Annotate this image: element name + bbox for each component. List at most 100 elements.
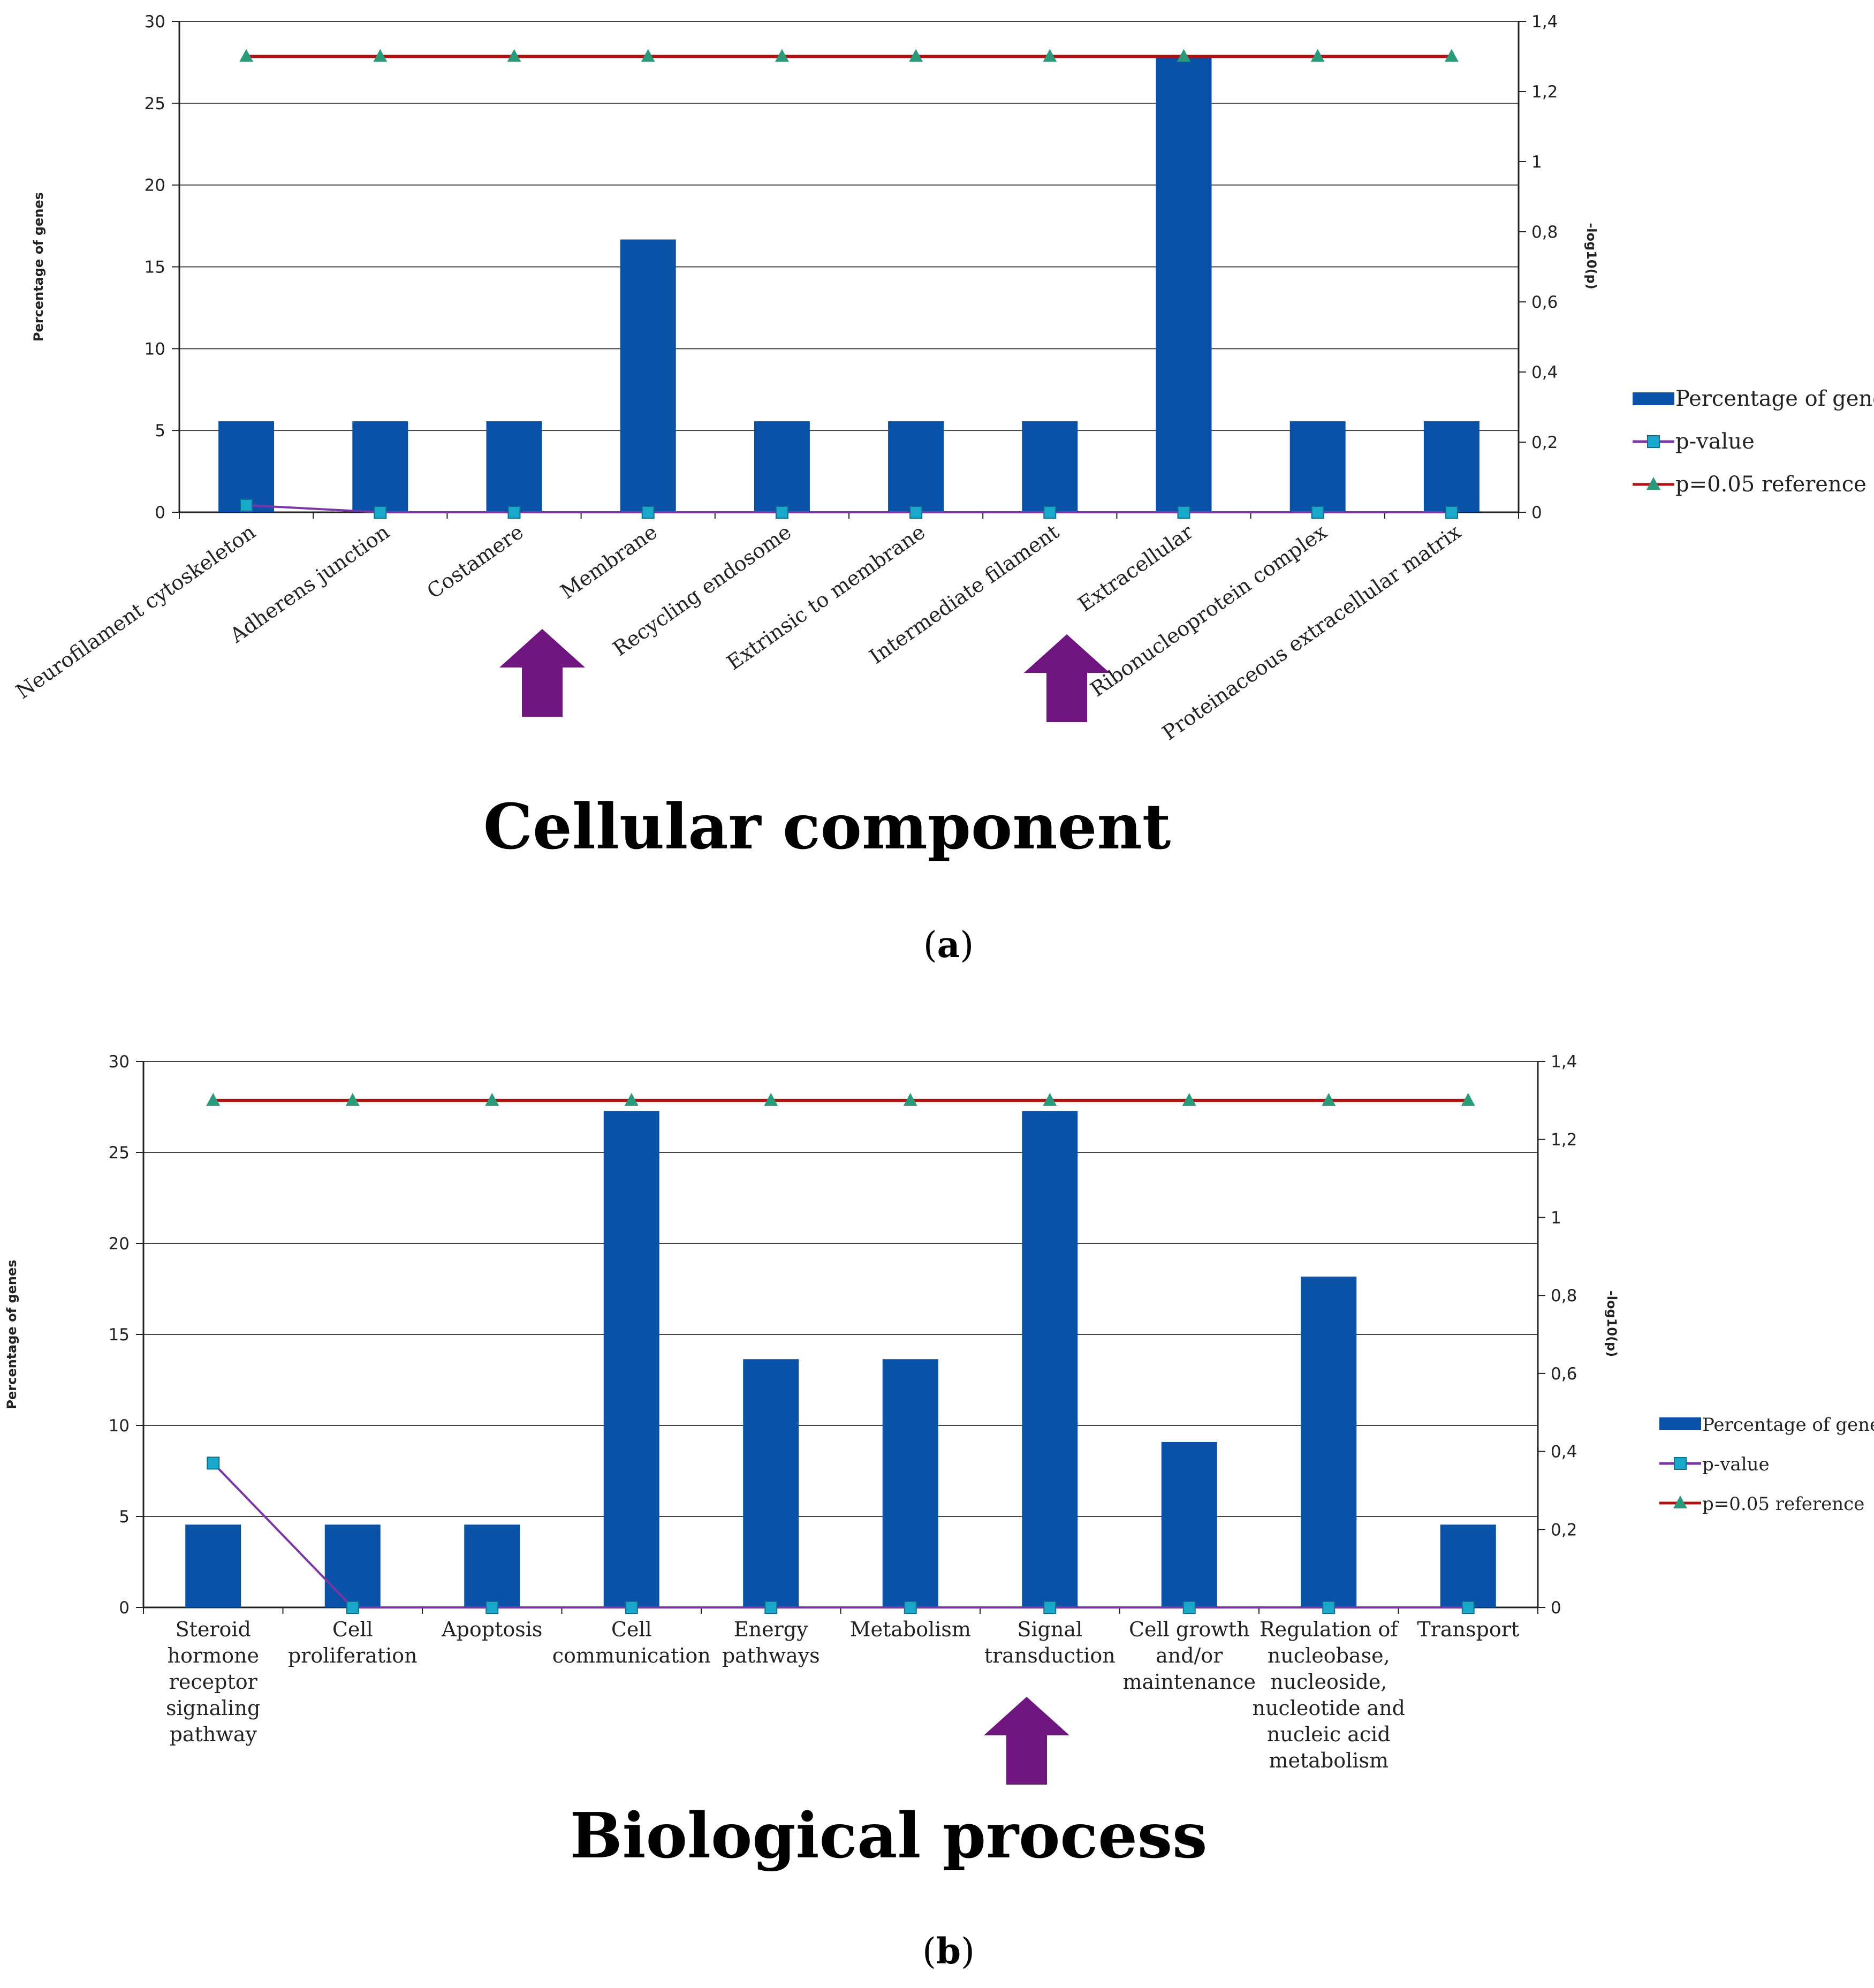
y2-tick-label: 0,2 bbox=[1551, 1520, 1577, 1539]
y-tick-label: 10 bbox=[145, 339, 165, 359]
x-tick-label: Costamere bbox=[423, 520, 528, 603]
panel-label: (a) bbox=[923, 924, 974, 966]
legend-label: p=0.05 reference bbox=[1675, 472, 1867, 497]
p-value-marker bbox=[240, 498, 253, 512]
y-tick-label: 30 bbox=[145, 12, 165, 32]
p-value-line bbox=[246, 504, 1452, 513]
reference-marker bbox=[624, 1092, 639, 1106]
reference-marker bbox=[373, 49, 388, 62]
y2-axis-title: -log10(p) bbox=[1604, 1291, 1619, 1357]
p-value-marker bbox=[507, 506, 521, 519]
x-tick-label: Cell communication bbox=[552, 1618, 711, 1667]
legend-label: Percentage of genes bbox=[1702, 1414, 1874, 1436]
p-value-marker bbox=[1177, 506, 1190, 519]
reference-marker bbox=[1043, 49, 1057, 62]
p-value-marker bbox=[775, 506, 788, 519]
reference-marker bbox=[909, 49, 923, 62]
y-tick-label: 30 bbox=[109, 1052, 130, 1072]
chart-title: Biological process bbox=[570, 1800, 1208, 1872]
bar bbox=[1423, 421, 1480, 512]
legend-swatch-bar bbox=[1633, 392, 1674, 405]
p-value-marker bbox=[625, 1601, 638, 1614]
bar bbox=[352, 421, 408, 512]
y-tick-label: 10 bbox=[109, 1416, 130, 1436]
y-axis-title: Percentage of genes bbox=[4, 1259, 19, 1409]
bar bbox=[1301, 1276, 1357, 1607]
x-tick-label: Transport bbox=[1417, 1618, 1519, 1641]
highlight-arrow-icon bbox=[499, 629, 585, 717]
p-value-marker bbox=[1182, 1601, 1196, 1614]
reference-marker bbox=[345, 1092, 360, 1106]
reference-marker bbox=[1043, 1092, 1057, 1106]
bar bbox=[218, 421, 275, 512]
legend-label: p-value bbox=[1675, 429, 1755, 454]
y2-tick-label: 0,4 bbox=[1531, 363, 1558, 382]
x-tick-label: Cell proliferation bbox=[288, 1618, 418, 1667]
legend-label: p=0.05 reference bbox=[1702, 1493, 1864, 1515]
reference-marker bbox=[1322, 1092, 1336, 1106]
bar bbox=[603, 1111, 659, 1607]
bar bbox=[1289, 421, 1346, 512]
y2-tick-label: 1 bbox=[1531, 153, 1542, 172]
reference-marker bbox=[903, 1092, 917, 1106]
p-value-line bbox=[212, 1462, 1468, 1608]
p-value-marker bbox=[1311, 506, 1324, 519]
y2-tick-label: 0 bbox=[1551, 1598, 1561, 1618]
reference-marker bbox=[507, 49, 521, 62]
y-tick-label: 15 bbox=[109, 1325, 130, 1345]
p-value-marker bbox=[1043, 506, 1057, 519]
p-value-marker bbox=[485, 1601, 499, 1614]
y-tick-label: 5 bbox=[119, 1507, 130, 1527]
y-tick-label: 25 bbox=[109, 1143, 130, 1163]
y2-tick-label: 0,6 bbox=[1551, 1364, 1577, 1384]
reference-marker bbox=[1182, 1092, 1196, 1106]
bar bbox=[324, 1524, 381, 1607]
x-tick-label: Energy pathways bbox=[722, 1618, 820, 1667]
chart-panel-b: 0 5 10 15 20 25 30 0 0,2 0,4 0,6 0,8 1 1,2 1,4 Percenta… bbox=[4, 1052, 1874, 1972]
bar bbox=[754, 421, 810, 512]
panel-label: (b) bbox=[922, 1930, 975, 1972]
bar bbox=[888, 421, 944, 512]
y2-tick-label: 1 bbox=[1551, 1208, 1561, 1227]
p-value-marker bbox=[346, 1601, 359, 1614]
p-value-marker bbox=[1322, 1601, 1336, 1614]
bar bbox=[882, 1359, 938, 1607]
y2-tick-label: 1,2 bbox=[1531, 82, 1558, 102]
p-value-marker bbox=[374, 506, 387, 519]
p-value-marker bbox=[207, 1456, 220, 1470]
bar bbox=[486, 421, 542, 512]
reference-marker bbox=[239, 49, 254, 62]
highlight-arrow-icon bbox=[984, 1697, 1069, 1785]
legend: Percentage of genes p-value p=0.05 referen… bbox=[1633, 386, 1874, 497]
x-tick-label: Ribonucleoprotein complex bbox=[1086, 520, 1331, 701]
y-tick-label: 25 bbox=[145, 94, 165, 113]
x-tick-label: Proteinaceous extracellular matrix bbox=[1158, 520, 1465, 745]
p-value-marker bbox=[641, 506, 655, 519]
reference-marker bbox=[485, 1092, 499, 1106]
reference-marker bbox=[1444, 49, 1459, 62]
reference-marker bbox=[206, 1092, 221, 1106]
y2-tick-label: 1,2 bbox=[1551, 1130, 1577, 1150]
y2-tick-label: 1,4 bbox=[1551, 1052, 1577, 1072]
reference-marker bbox=[1461, 1092, 1475, 1106]
legend-swatch-marker bbox=[1674, 1457, 1687, 1470]
x-tick-label: Extracellular bbox=[1074, 520, 1197, 616]
bar bbox=[185, 1524, 241, 1607]
bar bbox=[1022, 421, 1078, 512]
y2-tick-label: 1,4 bbox=[1531, 12, 1558, 32]
x-tick-label: Cell growth and/or maintenance bbox=[1123, 1618, 1256, 1694]
y-tick-label: 15 bbox=[145, 258, 165, 277]
bar bbox=[1440, 1524, 1496, 1607]
legend-swatch-bar bbox=[1659, 1417, 1701, 1430]
reference-marker bbox=[775, 49, 789, 62]
p-value-marker bbox=[1043, 1601, 1057, 1614]
x-tick-label: Membrane bbox=[556, 520, 662, 603]
x-tick-label: Metabolism bbox=[850, 1618, 971, 1641]
y-tick-label: 20 bbox=[145, 176, 165, 195]
p-value-marker bbox=[1461, 1601, 1475, 1614]
p-value-marker bbox=[904, 1601, 917, 1614]
y2-axis-title: -log10(p) bbox=[1584, 223, 1599, 289]
y-axis-title: Percentage of genes bbox=[31, 192, 46, 342]
y2-tick-label: 0,2 bbox=[1531, 433, 1558, 452]
